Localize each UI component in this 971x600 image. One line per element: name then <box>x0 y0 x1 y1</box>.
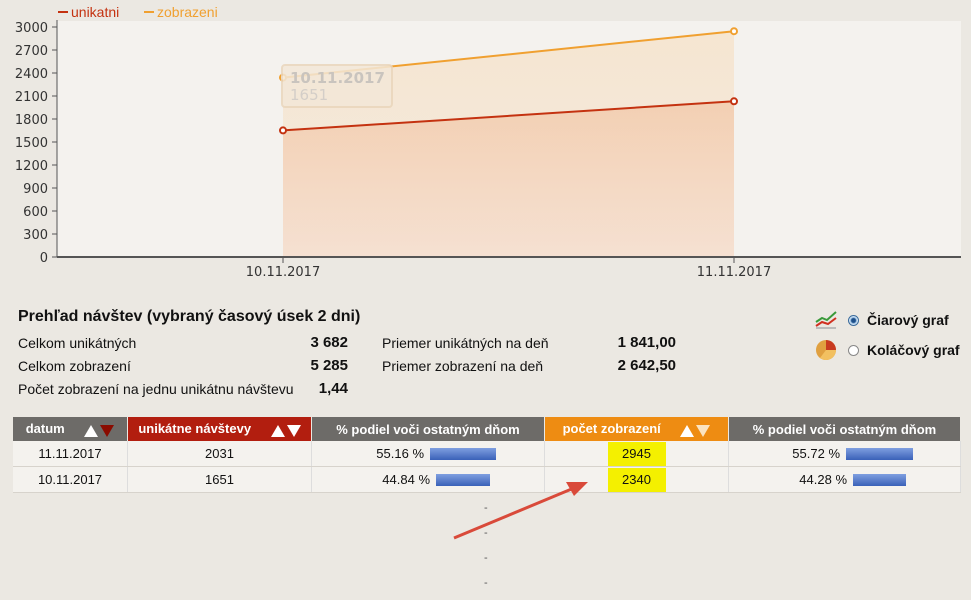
unique-share-bar <box>436 473 490 486</box>
unikatni-point <box>279 126 287 135</box>
unique-share-text: 44.84 % <box>382 472 430 487</box>
chart-legend[interactable]: unikatni zobrazeni <box>58 4 218 20</box>
line-chart-icon <box>815 311 837 329</box>
empty-row-marker: - <box>484 577 488 589</box>
views-share-cell: 44.28 % <box>728 466 961 493</box>
unique-share-text: 55.16 % <box>376 446 424 461</box>
pie-graph-option[interactable]: Koláčový graf <box>814 338 960 362</box>
unikatni-legend-label: unikatni <box>71 4 119 20</box>
zobrazeni-legend-label: zobrazeni <box>157 4 218 20</box>
total-unique-label: Celkom unikátných <box>18 335 137 351</box>
unikatni-area <box>283 101 734 257</box>
y-axis: 0 300 600 900 1200 1500 1800 2100 2400 2700 3000 <box>15 20 58 266</box>
y-tick-label: 2700 <box>15 44 48 59</box>
unique-cell: 2031 <box>127 441 312 467</box>
views-share-cell: 55.72 % <box>728 441 961 467</box>
column-header-views-label: počet zobrazení <box>562 420 661 436</box>
pie-graph-radio[interactable] <box>848 344 859 356</box>
unique-share-cell: 55.16 % <box>311 441 545 467</box>
y-tick-label: 0 <box>40 251 48 266</box>
line-graph-radio[interactable] <box>848 314 859 326</box>
y-tick-label: 600 <box>23 205 48 220</box>
unique-share-cell: 44.84 % <box>311 466 545 493</box>
views-per-unique-label: Počet zobrazení na jednu unikátnu návšte… <box>18 381 294 397</box>
line-graph-label: Čiarový graf <box>867 312 949 328</box>
unikatni-point <box>730 97 738 106</box>
sort-arrows[interactable] <box>82 422 115 437</box>
column-header-unique[interactable]: unikátne návštevy <box>127 417 312 441</box>
unique-share-bar <box>430 447 496 460</box>
zobrazeni-point <box>730 27 738 36</box>
sort-asc-icon[interactable] <box>680 424 695 437</box>
column-header-views-share: % podiel voči ostatným dňom <box>728 417 961 441</box>
sort-desc-icon[interactable] <box>100 424 115 437</box>
line-graph-option[interactable]: Čiarový graf <box>814 308 949 332</box>
y-tick-label: 2100 <box>15 90 48 105</box>
views-share-bar <box>853 473 906 486</box>
y-tick-label: 900 <box>23 182 48 197</box>
empty-row-marker: - <box>484 502 488 514</box>
tooltip-date: 10.11.2017 <box>290 69 385 87</box>
total-unique-value: 3 682 <box>310 334 348 351</box>
y-tick-label: 1500 <box>15 136 48 151</box>
empty-row-marker: - <box>484 527 488 539</box>
line-chart: 0 300 600 900 1200 1500 1800 2100 2400 2700 3000 1… <box>15 4 961 280</box>
avg-views-value: 2 642,50 <box>617 357 676 374</box>
total-views-value: 5 285 <box>310 357 348 374</box>
empty-row-marker: - <box>484 552 488 564</box>
date-cell: 11.11.2017 <box>13 441 128 467</box>
y-tick-label: 1200 <box>15 159 48 174</box>
column-header-unique-share: % podiel voči ostatným dňom <box>311 417 545 441</box>
summary-title: Prehľad návštev (vybraný časový úsek 2 d… <box>18 308 361 325</box>
pie-chart-icon <box>816 340 836 360</box>
stats-table: datum unikátne návštevy % podiel voči os… <box>13 417 961 493</box>
views-per-unique-value: 1,44 <box>318 380 348 397</box>
pie-graph-label: Koláčový graf <box>867 342 960 358</box>
column-header-date-label: datum <box>25 420 65 436</box>
y-tick-label: 3000 <box>15 21 48 36</box>
sort-desc-icon[interactable] <box>696 424 711 437</box>
x-tick-label: 10.11.2017 <box>246 265 320 280</box>
unique-cell: 1651 <box>127 466 312 493</box>
views-cell: 2945 <box>544 441 729 467</box>
views-value-highlight: 2945 <box>607 441 666 466</box>
x-tick-label: 11.11.2017 <box>697 265 771 280</box>
total-views-label: Celkom zobrazení <box>18 358 131 374</box>
table-row: 10.11.2017 1651 44.84 % 2340 44.28 % <box>13 466 961 493</box>
sort-arrows[interactable] <box>269 422 301 437</box>
sort-arrows[interactable] <box>678 422 711 437</box>
date-cell: 10.11.2017 <box>13 466 128 493</box>
table-row: 11.11.2017 2031 55.16 % 2945 55.72 % <box>13 441 961 467</box>
y-tick-label: 300 <box>23 228 48 243</box>
column-header-date[interactable]: datum <box>13 417 128 441</box>
column-header-unique-label: unikátne návštevy <box>138 420 252 436</box>
views-cell: 2340 <box>544 466 729 493</box>
avg-unique-value: 1 841,00 <box>617 334 676 351</box>
sort-asc-icon[interactable] <box>270 424 285 437</box>
views-share-text: 44.28 % <box>799 472 847 487</box>
views-share-text: 55.72 % <box>792 446 840 461</box>
column-header-views[interactable]: počet zobrazení <box>544 417 729 441</box>
y-tick-label: 2400 <box>15 67 48 82</box>
tooltip-box <box>281 64 393 108</box>
sort-asc-icon[interactable] <box>84 424 99 437</box>
x-axis: 10.11.2017 11.11.2017 <box>246 257 771 280</box>
unikatni-line <box>282 100 735 132</box>
views-value-highlight: 2340 <box>607 467 666 492</box>
avg-views-label: Priemer zobrazení na deň <box>382 358 544 374</box>
tooltip-value: 1651 <box>290 86 328 104</box>
y-tick-label: 1800 <box>15 113 48 128</box>
avg-unique-label: Priemer unikátných na deň <box>382 335 549 351</box>
sort-desc-icon[interactable] <box>286 424 301 437</box>
views-share-bar <box>846 447 913 460</box>
